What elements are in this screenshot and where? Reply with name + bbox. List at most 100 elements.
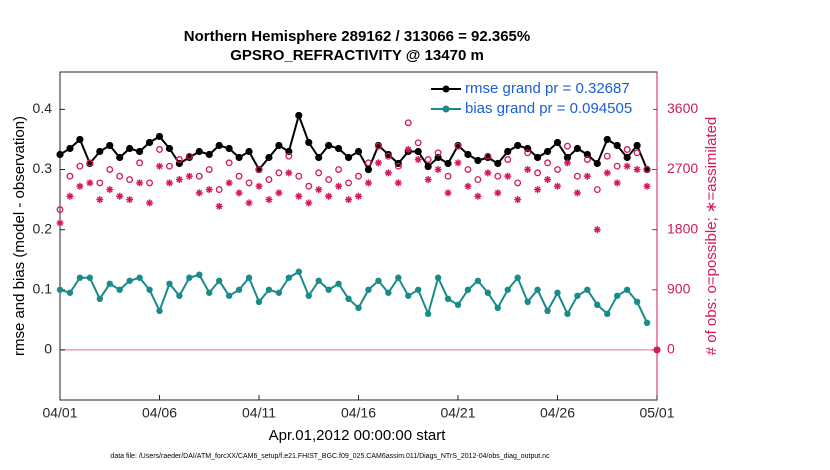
marker bbox=[265, 196, 273, 204]
marker bbox=[394, 162, 402, 170]
x-tick-label: 05/01 bbox=[639, 405, 674, 421]
marker bbox=[613, 141, 621, 150]
marker bbox=[145, 138, 154, 147]
marker bbox=[155, 132, 164, 141]
marker bbox=[414, 139, 422, 147]
marker bbox=[195, 189, 203, 197]
marker bbox=[175, 176, 183, 184]
marker bbox=[285, 169, 293, 177]
marker bbox=[106, 186, 114, 194]
marker bbox=[603, 169, 611, 177]
series bbox=[56, 268, 651, 327]
marker bbox=[225, 179, 233, 187]
marker bbox=[56, 286, 64, 293]
marker bbox=[454, 159, 462, 167]
marker bbox=[86, 159, 94, 167]
marker bbox=[205, 150, 213, 159]
marker bbox=[384, 152, 392, 160]
marker bbox=[494, 189, 502, 197]
marker bbox=[215, 202, 223, 210]
series bbox=[56, 119, 661, 354]
marker bbox=[593, 226, 601, 234]
series bbox=[56, 111, 651, 174]
y2-tick-label: 2700 bbox=[667, 160, 698, 176]
marker bbox=[444, 189, 452, 197]
marker bbox=[514, 141, 522, 150]
x-tick-label: 04/06 bbox=[142, 405, 177, 421]
marker bbox=[534, 286, 541, 293]
marker bbox=[514, 274, 521, 281]
marker bbox=[185, 172, 193, 180]
marker bbox=[643, 319, 651, 327]
marker bbox=[146, 286, 153, 293]
marker bbox=[185, 153, 193, 162]
marker bbox=[56, 219, 64, 227]
marker bbox=[613, 162, 621, 170]
marker bbox=[434, 166, 442, 174]
x-tick-label: 04/01 bbox=[42, 405, 77, 421]
marker bbox=[116, 172, 124, 180]
marker bbox=[255, 166, 263, 173]
y-tick-label: 0.4 bbox=[33, 100, 53, 116]
marker bbox=[305, 138, 313, 147]
marker bbox=[593, 186, 601, 194]
y2-tick-label: 1800 bbox=[667, 220, 698, 236]
marker bbox=[604, 310, 611, 318]
marker bbox=[364, 165, 373, 174]
marker bbox=[614, 292, 621, 299]
marker bbox=[365, 159, 372, 167]
marker bbox=[474, 277, 482, 284]
marker bbox=[474, 192, 482, 200]
marker bbox=[484, 289, 492, 296]
marker bbox=[245, 274, 253, 281]
marker bbox=[305, 182, 313, 190]
marker bbox=[365, 286, 372, 293]
marker bbox=[404, 145, 412, 153]
marker bbox=[225, 292, 233, 299]
marker bbox=[424, 156, 432, 163]
marker bbox=[66, 192, 74, 200]
marker bbox=[325, 141, 333, 150]
marker bbox=[544, 159, 551, 167]
marker bbox=[96, 196, 104, 204]
marker bbox=[474, 156, 482, 165]
marker bbox=[126, 196, 134, 204]
legend-label: bias grand pr = 0.094505 bbox=[465, 100, 632, 117]
marker bbox=[444, 159, 452, 168]
marker bbox=[76, 274, 84, 281]
marker bbox=[603, 135, 611, 144]
marker bbox=[504, 147, 512, 156]
marker bbox=[215, 186, 223, 194]
marker bbox=[344, 153, 353, 162]
marker bbox=[464, 150, 472, 159]
marker bbox=[384, 169, 392, 177]
marker bbox=[315, 169, 323, 177]
marker bbox=[66, 172, 74, 180]
marker bbox=[554, 289, 561, 296]
marker bbox=[394, 179, 402, 187]
x-axis-label: Apr.01,2012 00:00:00 start bbox=[269, 427, 447, 444]
marker bbox=[424, 176, 432, 184]
marker bbox=[544, 176, 552, 184]
marker bbox=[156, 307, 163, 315]
marker bbox=[146, 199, 154, 207]
marker bbox=[66, 289, 74, 296]
marker bbox=[623, 162, 631, 170]
marker bbox=[414, 147, 422, 156]
marker bbox=[255, 298, 263, 306]
marker bbox=[126, 277, 133, 284]
marker bbox=[295, 192, 303, 200]
marker bbox=[573, 189, 581, 197]
marker bbox=[156, 146, 163, 153]
marker bbox=[444, 295, 452, 303]
marker bbox=[106, 166, 114, 173]
y-axis-label: rmse and bias (model - observation) bbox=[11, 116, 28, 356]
y2-axis-label: # of obs: o=possible; ∗=assimilated bbox=[703, 117, 720, 356]
marker bbox=[106, 280, 113, 287]
y2-tick-label: 3600 bbox=[667, 100, 698, 116]
marker bbox=[196, 271, 203, 278]
marker bbox=[185, 152, 193, 160]
marker bbox=[643, 182, 651, 190]
marker bbox=[643, 166, 651, 173]
